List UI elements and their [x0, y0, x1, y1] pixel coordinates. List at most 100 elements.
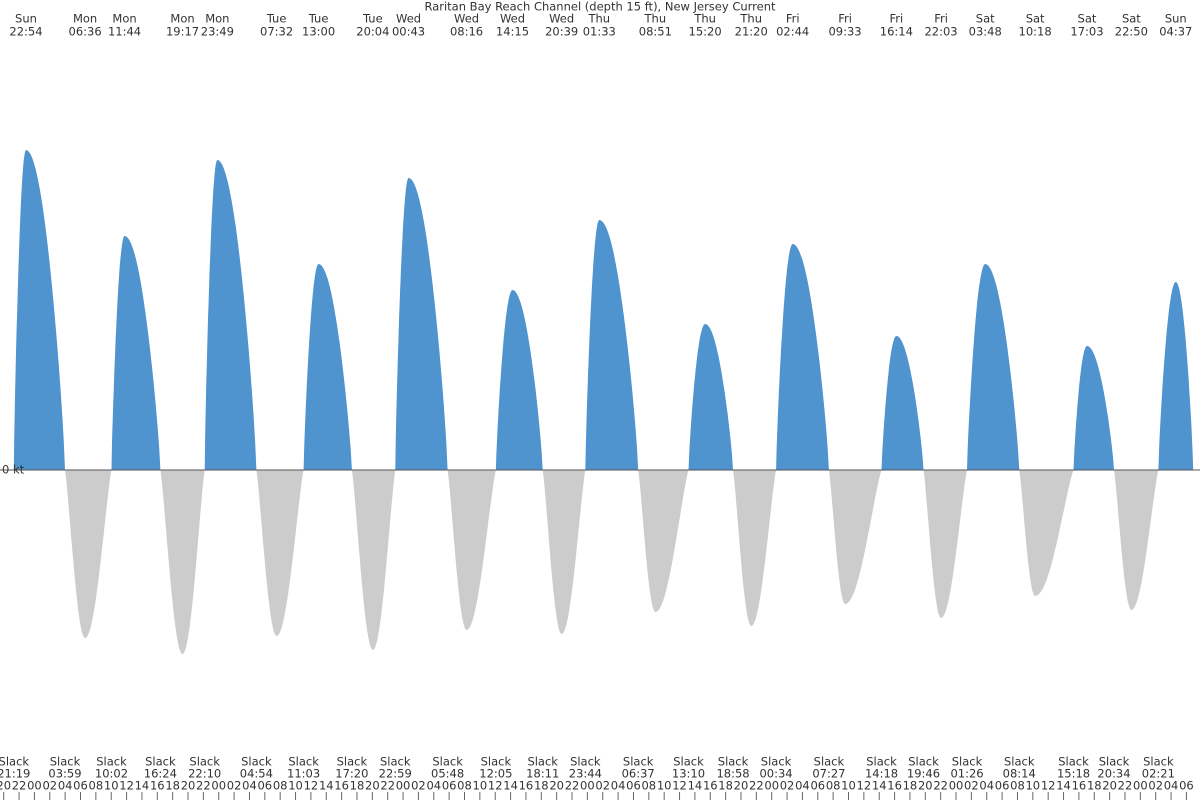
hour-tick-label: 14	[503, 779, 518, 793]
slack-time: 04:54	[240, 767, 273, 781]
hour-tick-label: 20	[734, 779, 749, 793]
hour-tick-label: 18	[350, 779, 365, 793]
ebb-area	[1114, 470, 1159, 610]
hour-tick-label: 20	[181, 779, 196, 793]
flood-area	[495, 290, 543, 470]
max-time: 13:00	[302, 25, 335, 39]
hour-tick-label: 08	[89, 779, 104, 793]
slack-label: Slack	[1058, 755, 1089, 769]
max-time: 16:14	[880, 25, 913, 39]
max-time: 08:16	[450, 25, 483, 39]
slack-time: 18:58	[716, 767, 749, 781]
hour-tick-label: 22	[12, 779, 27, 793]
flood-area	[395, 178, 448, 470]
slack-time: 05:48	[431, 767, 464, 781]
hour-tick-label: 06	[810, 779, 825, 793]
max-time: 04:37	[1159, 25, 1192, 39]
slack-label: Slack	[673, 755, 704, 769]
ebb-area	[733, 470, 777, 626]
hour-tick-label: 22	[196, 779, 211, 793]
hour-tick-label: 14	[1056, 779, 1071, 793]
hour-tick-label: 00	[580, 779, 595, 793]
hour-tick-label: 12	[1041, 779, 1056, 793]
hour-tick-label: 16	[703, 779, 718, 793]
slack-time: 07:27	[812, 767, 845, 781]
hour-tick-label: 08	[641, 779, 656, 793]
slack-time: 13:10	[672, 767, 705, 781]
slack-time: 18:11	[526, 767, 559, 781]
flood-area	[1158, 282, 1194, 470]
flood-area	[688, 324, 733, 470]
flood-area	[967, 264, 1020, 470]
hour-tick-label: 10	[473, 779, 488, 793]
hour-tick-label: 14	[135, 779, 150, 793]
max-time: 17:03	[1070, 25, 1103, 39]
max-day: Sat	[976, 12, 995, 26]
ebb-area	[256, 470, 304, 636]
hour-tick-label: 00	[27, 779, 42, 793]
hour-tick-label: 10	[841, 779, 856, 793]
y-tick-label: 0 kt	[2, 463, 25, 477]
slack-label: Slack	[718, 755, 749, 769]
max-day: Mon	[112, 12, 136, 26]
slack-label: Slack	[952, 755, 983, 769]
hour-tick-label: 14	[319, 779, 334, 793]
hour-tick-label: 22	[749, 779, 764, 793]
max-time: 01:33	[583, 25, 616, 39]
max-time: 09:33	[828, 25, 861, 39]
chart-title: Raritan Bay Reach Channel (depth 15 ft),…	[424, 0, 776, 14]
max-time: 10:18	[1019, 25, 1052, 39]
axes: Sun22:54Mon06:36Mon11:44Mon19:17Mon23:49…	[0, 12, 1200, 800]
hour-tick-label: 00	[396, 779, 411, 793]
slack-time: 00:34	[759, 767, 792, 781]
max-time: 03:48	[969, 25, 1002, 39]
slack-time: 15:18	[1057, 767, 1090, 781]
hour-tick-label: 16	[887, 779, 902, 793]
max-day: Thu	[587, 12, 610, 26]
slack-label: Slack	[814, 755, 845, 769]
hour-tick-label: 06	[73, 779, 88, 793]
max-day: Sat	[1122, 12, 1141, 26]
slack-time: 23:44	[569, 767, 602, 781]
ebb-area	[923, 470, 967, 618]
slack-time: 12:05	[479, 767, 512, 781]
slack-time: 22:10	[188, 767, 221, 781]
slack-time: 17:20	[335, 767, 368, 781]
ebb-area	[351, 470, 396, 650]
max-time: 20:04	[356, 25, 389, 39]
slack-time: 02:21	[1142, 767, 1175, 781]
hour-tick-label: 00	[211, 779, 226, 793]
max-day: Mon	[73, 12, 97, 26]
max-time: 22:50	[1115, 25, 1148, 39]
hour-tick-label: 18	[903, 779, 918, 793]
hour-tick-label: 12	[304, 779, 319, 793]
current-areas	[13, 150, 1194, 654]
max-day: Fri	[786, 12, 800, 26]
slack-label: Slack	[1004, 755, 1035, 769]
slack-time: 16:24	[144, 767, 177, 781]
hour-tick-label: 04	[795, 779, 810, 793]
hour-tick-label: 10	[104, 779, 119, 793]
max-time: 02:44	[776, 25, 809, 39]
hour-tick-label: 12	[672, 779, 687, 793]
hour-tick-label: 06	[626, 779, 641, 793]
hour-tick-label: 02	[411, 779, 426, 793]
slack-label: Slack	[908, 755, 939, 769]
flood-area	[776, 244, 829, 470]
slack-time: 06:37	[622, 767, 655, 781]
slack-time: 14:18	[865, 767, 898, 781]
hour-tick-label: 20	[918, 779, 933, 793]
hour-tick-label: 18	[534, 779, 549, 793]
max-day: Wed	[454, 12, 479, 26]
hour-tick-label: 08	[1010, 779, 1025, 793]
max-day: Sat	[1026, 12, 1045, 26]
ebb-area	[447, 470, 496, 630]
hour-tick-label: 16	[519, 779, 534, 793]
slack-time: 19:46	[907, 767, 940, 781]
hour-tick-label: 02	[595, 779, 610, 793]
slack-label: Slack	[288, 755, 319, 769]
max-day: Tue	[308, 12, 329, 26]
flood-area	[13, 150, 66, 470]
slack-time: 11:03	[287, 767, 320, 781]
max-day: Sun	[1165, 12, 1187, 26]
